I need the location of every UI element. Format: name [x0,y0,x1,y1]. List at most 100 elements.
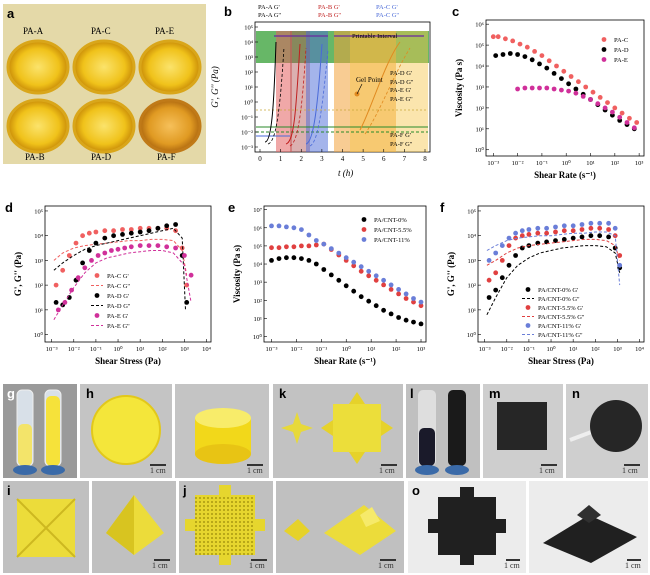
lattice-side-drawing [276,481,404,573]
scale-bar-k2 [380,559,396,561]
data-point [506,262,512,268]
scale-bar-i [154,559,170,561]
legend-swatch [361,227,367,232]
data-point [53,282,59,288]
panel-c-viscosity-chart: c 10⁻³ 10⁻² 10⁻¹ 10⁰ 10¹ 10² 10³ 10⁰ 10¹ 10² 10³ 10… [438,2,648,192]
data-point [559,76,564,81]
x-tick-label: 10⁰ [562,159,572,167]
data-point [388,311,394,317]
data-point [137,229,143,235]
data-point [93,240,99,246]
gelation-y-tick-label: 10⁴ [244,40,254,47]
cylinder-top [195,408,251,428]
data-point [507,51,513,56]
legend-pa-c-gpp: PA-C G'' [376,12,399,19]
legend-label: PA/CNT-0% G' [538,287,578,294]
panel-label-b: b [224,4,232,19]
data-point [284,255,289,261]
photo-i-pyramid-side: 1 cm [92,481,176,573]
legend-label: PA-C G'' [107,283,130,290]
interval-pa-e [350,31,428,152]
data-point [396,287,401,292]
x-tick-label: 10⁰ [546,345,556,353]
x-tick-label: 10⁻² [290,346,302,353]
legend-label: PA/CNT-0% [374,217,407,224]
data-point [388,287,394,292]
x-tick-label: 10³ [180,346,189,353]
data-point [343,255,349,261]
photo-i-pyramid-top: i [3,481,89,573]
x-tick-label: 10² [591,346,600,353]
plot-frame [44,205,212,343]
legend-swatch [601,37,607,42]
panel-b-gelation-chart: b 0 1 2 3 4 5 6 7 8 10⁵ 10⁴ 10³ 10² 10¹ 1 0 [210,2,435,184]
data-point [89,258,94,263]
data-point [111,233,116,239]
data-point [351,288,357,294]
data-point [544,85,550,91]
data-point [403,317,409,323]
gelation-y-tick-label: 10⁻³ [241,145,253,152]
legend-pa-b-gp: PA-B G' [318,4,340,11]
data-point [513,253,518,258]
y-tick-label: 10⁴ [34,233,44,240]
panel-label-d: d [5,200,13,215]
y-tick-label: 10⁵ [34,208,43,215]
x-tick-label: 10¹ [586,160,595,167]
data-point [284,244,289,250]
series-line [486,231,621,286]
legend-swatch [601,57,607,62]
scale-label-o2: 1 cm [625,561,641,570]
scale-label-i: 1 cm [152,561,168,570]
data-point [493,250,499,256]
data-point [553,229,558,235]
data-point [529,85,535,91]
cnt-lattice-side-body [543,515,637,563]
data-point [559,87,564,93]
photo-k-lattice-side: 1 cm [276,481,404,573]
data-point [396,291,401,297]
panel-label-k: k [279,386,287,401]
pa-a-gp-curve [264,41,277,143]
gelation-x-tick-label: 7 [403,155,407,163]
gelation-xlabel: t (h) [338,168,354,178]
photo-h-printed-disc: h 1 cm [80,384,172,478]
y-axis-label: G', G'' (Pa) [13,252,23,296]
data-point [102,228,108,234]
data-point [561,223,567,229]
vial-left-liquid [18,424,32,466]
interval-pa-a [276,31,292,152]
data-point [343,283,349,289]
data-point [411,299,416,305]
data-point [351,263,357,269]
data-point [381,307,386,313]
data-point [606,220,611,226]
x-tick-label: 10⁰ [113,345,123,353]
pa-d-gpp-curve [364,47,411,135]
data-point [146,243,152,248]
data-point [328,246,334,251]
data-point [373,303,379,309]
legend-label: PA/CNT-5.5% G' [538,305,583,312]
x-tick-label: 10¹ [136,346,145,353]
data-point [111,228,116,234]
data-point [513,230,518,236]
x-tick-label: 10⁻¹ [90,346,102,353]
pa-b-gpp-curve [289,47,307,147]
y-tick-label: 10⁷ [253,207,262,214]
y-tick-label: 10⁰ [475,146,485,154]
data-point [579,227,585,232]
gelation-y-tick-label: 10¹ [245,85,254,92]
legend-label: PA/CNT-11% G' [538,323,581,330]
legend-label: PA/CNT-11% [374,237,410,244]
data-point [570,228,576,234]
panel-label-f: f [440,200,445,215]
scale-label-h1: 1 cm [150,466,166,475]
legend-label: PA-D [614,47,629,54]
plot-frame [263,205,427,343]
scale-bar-h2 [247,464,263,466]
data-point [570,223,576,229]
data-point [120,227,125,232]
legend-label: PA-E [614,57,628,64]
data-point [299,256,304,261]
